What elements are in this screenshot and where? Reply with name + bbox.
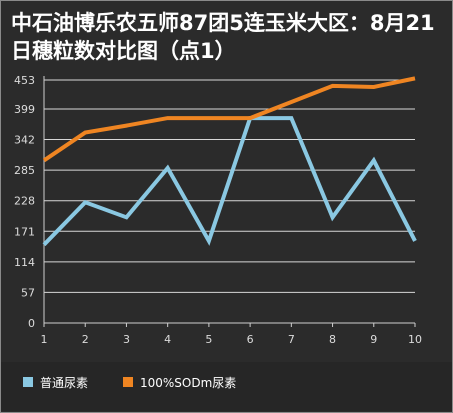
chart-title: 中石油博乐农五师87团5连玉米大区：8月21日穗粒数对比图（点1） xyxy=(11,11,435,63)
legend: 普通尿素 100%SODm尿素 xyxy=(1,362,452,411)
grid-lines xyxy=(44,79,415,293)
legend-label-1: 普通尿素 xyxy=(40,375,89,390)
legend-item-2: 100%SODm尿素 xyxy=(123,374,236,390)
axes xyxy=(43,76,416,327)
x-tick-label: 8 xyxy=(329,333,336,346)
legend-swatch-blue xyxy=(23,377,33,387)
x-tick-label: 9 xyxy=(370,333,377,346)
x-tick-label: 4 xyxy=(164,333,171,346)
y-tick-label: 228 xyxy=(14,195,35,208)
x-tick-label: 10 xyxy=(408,333,422,346)
series-lines xyxy=(42,76,417,247)
y-tick-label: 0 xyxy=(28,317,35,330)
legend-label-2: 100%SODm尿素 xyxy=(140,375,237,390)
x-tick-label: 1 xyxy=(41,333,48,346)
x-tick-label: 5 xyxy=(205,333,212,346)
y-tick-label: 171 xyxy=(14,225,35,238)
chart-plot-area: 0 57 114 171 228 285 342 399 453 1 2 3 4 5 6 7 8 9 10 xyxy=(14,74,423,346)
y-tick-label: 285 xyxy=(14,164,35,177)
y-tick-label: 57 xyxy=(21,286,35,299)
y-tick-label: 114 xyxy=(14,256,35,269)
y-tick-label: 453 xyxy=(14,74,35,87)
x-tick-label: 2 xyxy=(82,333,89,346)
y-tick-labels: 0 57 114 171 228 285 342 399 453 xyxy=(14,74,35,330)
series-line-1 xyxy=(42,116,417,247)
legend-swatch-orange xyxy=(123,377,133,387)
x-tick-label: 6 xyxy=(247,333,254,346)
y-tick-label: 342 xyxy=(14,134,35,147)
series-line-2 xyxy=(42,76,416,163)
x-tick-label: 7 xyxy=(288,333,295,346)
x-tick-label: 3 xyxy=(123,333,130,346)
x-tick-labels: 1 2 3 4 5 6 7 8 9 10 xyxy=(41,333,423,346)
legend-item-1: 普通尿素 xyxy=(23,374,88,390)
y-tick-label: 399 xyxy=(14,103,35,116)
